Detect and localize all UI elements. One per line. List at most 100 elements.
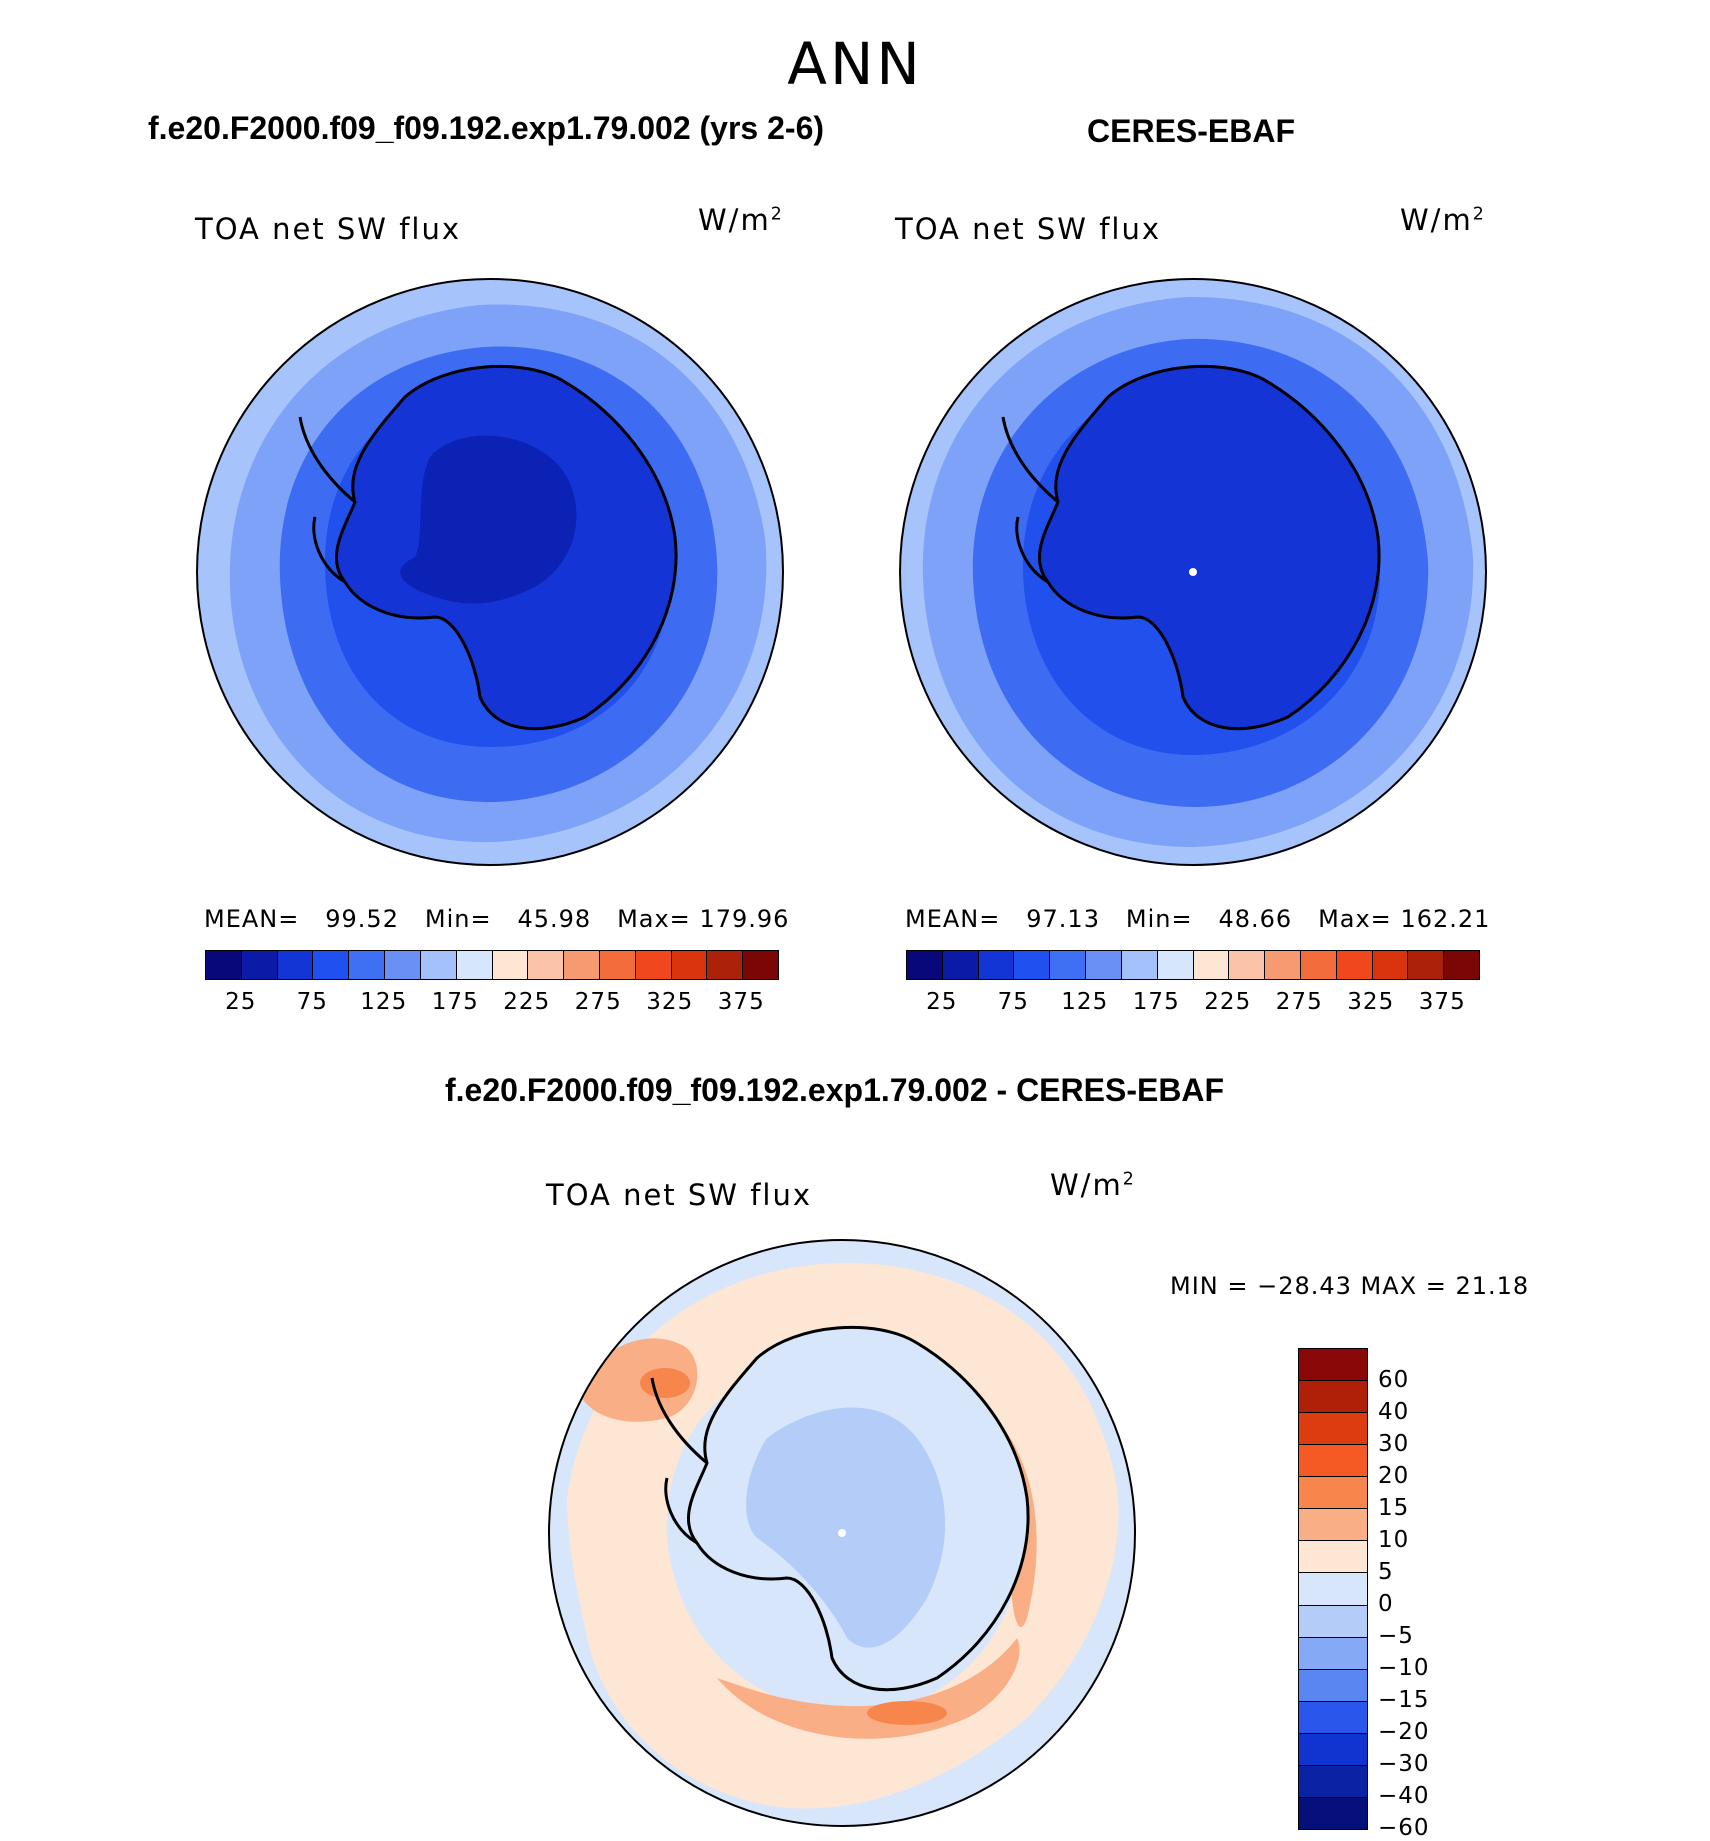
diff-variable-label: TOA net SW flux bbox=[546, 1178, 813, 1212]
model-polar-map bbox=[196, 278, 784, 866]
antarctica-plateau bbox=[400, 435, 577, 604]
colorbar-tick-label: 125 bbox=[360, 989, 408, 1015]
colorbar-swatch bbox=[420, 951, 457, 979]
colorbar-tick-label: 0 bbox=[1378, 1591, 1394, 1617]
colorbar-swatch bbox=[1050, 951, 1087, 979]
colorbar-swatch bbox=[1336, 951, 1373, 979]
obs-colorbar bbox=[906, 950, 1480, 980]
pole-missing-data-dot bbox=[838, 1529, 846, 1537]
obs-stats: MEAN= 97.13 Min= 48.66 Max= 162.21 bbox=[905, 905, 1491, 933]
colorbar-swatch bbox=[1299, 1349, 1367, 1382]
colorbar-swatch bbox=[1299, 1541, 1367, 1574]
diff-field-positive-core bbox=[640, 1368, 690, 1398]
colorbar-swatch bbox=[349, 951, 386, 979]
colorbar-tick-label: 25 bbox=[926, 989, 958, 1015]
colorbar-tick-label: 175 bbox=[1132, 989, 1180, 1015]
colorbar-swatch bbox=[1299, 1797, 1367, 1829]
colorbar-swatch bbox=[671, 951, 708, 979]
model-variable-label: TOA net SW flux bbox=[195, 212, 462, 246]
colorbar-swatch bbox=[1299, 1509, 1367, 1542]
model-colorbar-ticks: 25 75 125 175 225 275 325 375 bbox=[205, 989, 777, 1019]
antarctica-coastline bbox=[650, 1325, 1030, 1692]
model-stats: MEAN= 99.52 Min= 45.98 Max= 179.96 bbox=[204, 905, 790, 933]
colorbar-tick-label: 225 bbox=[1204, 989, 1252, 1015]
pole-missing-data-dot bbox=[1189, 568, 1197, 576]
colorbar-swatch bbox=[1299, 1669, 1367, 1702]
colorbar-swatch bbox=[277, 951, 314, 979]
colorbar-tick-label: 275 bbox=[1275, 989, 1323, 1015]
diff-polar-map bbox=[548, 1239, 1136, 1827]
model-panel-title: f.e20.F2000.f09_f09.192.exp1.79.002 (yrs… bbox=[148, 110, 825, 146]
season-title: ANN bbox=[787, 30, 923, 98]
colorbar-swatch bbox=[1444, 951, 1479, 979]
colorbar-tick-label: −40 bbox=[1378, 1783, 1430, 1809]
colorbar-tick-label: 375 bbox=[717, 989, 765, 1015]
colorbar-tick-label: 5 bbox=[1378, 1559, 1394, 1585]
colorbar-tick-label: −15 bbox=[1378, 1687, 1430, 1713]
model-colorbar bbox=[205, 950, 779, 980]
colorbar-swatch bbox=[1299, 1733, 1367, 1766]
colorbar-tick-label: 325 bbox=[1347, 989, 1395, 1015]
colorbar-swatch bbox=[1299, 1573, 1367, 1606]
colorbar-tick-label: 10 bbox=[1378, 1527, 1410, 1553]
colorbar-swatch bbox=[313, 951, 350, 979]
diff-colorbar bbox=[1298, 1348, 1368, 1830]
colorbar-swatch bbox=[978, 951, 1015, 979]
colorbar-tick-label: 25 bbox=[225, 989, 257, 1015]
colorbar-swatch bbox=[1193, 951, 1230, 979]
colorbar-tick-label: 275 bbox=[574, 989, 622, 1015]
colorbar-swatch bbox=[241, 951, 278, 979]
colorbar-tick-label: 75 bbox=[296, 989, 328, 1015]
colorbar-swatch bbox=[743, 951, 778, 979]
colorbar-swatch bbox=[1299, 1701, 1367, 1734]
colorbar-swatch bbox=[1299, 1637, 1367, 1670]
colorbar-swatch bbox=[1299, 1605, 1367, 1638]
colorbar-tick-label: 75 bbox=[997, 989, 1029, 1015]
obs-variable-label: TOA net SW flux bbox=[895, 212, 1162, 246]
colorbar-swatch bbox=[564, 951, 600, 979]
colorbar-swatch bbox=[1265, 951, 1301, 979]
diff-units-label: W/m2 bbox=[1050, 1168, 1136, 1202]
obs-panel-title: CERES-EBAF bbox=[1087, 113, 1296, 149]
colorbar-tick-label: −10 bbox=[1378, 1655, 1430, 1681]
diff-panel-title: f.e20.F2000.f09_f09.192.exp1.79.002 - CE… bbox=[445, 1072, 1225, 1108]
diff-field-positive-core bbox=[867, 1701, 947, 1725]
colorbar-tick-label: −60 bbox=[1378, 1815, 1430, 1841]
colorbar-swatch bbox=[1299, 1413, 1367, 1446]
diff-field-positive-band-east bbox=[987, 1408, 1037, 1627]
diff-stats: MIN = −28.43 MAX = 21.18 bbox=[1170, 1272, 1530, 1300]
colorbar-tick-label: 20 bbox=[1378, 1463, 1410, 1489]
antarctica-fill bbox=[1039, 366, 1380, 729]
obs-colorbar-ticks: 25 75 125 175 225 275 325 375 bbox=[906, 989, 1478, 1019]
colorbar-swatch bbox=[1121, 951, 1158, 979]
diff-field-negative-interior bbox=[746, 1407, 946, 1648]
colorbar-tick-label: 40 bbox=[1378, 1399, 1410, 1425]
colorbar-swatch bbox=[456, 951, 493, 979]
colorbar-tick-label: 375 bbox=[1418, 989, 1466, 1015]
colorbar-swatch bbox=[1014, 951, 1051, 979]
diff-colorbar-ticks: 60 40 30 20 15 10 5 0 −5 −10 −15 −20 −30 −40 −60 bbox=[1378, 1348, 1468, 1841]
colorbar-tick-label: −5 bbox=[1378, 1623, 1414, 1649]
obs-units-label: W/m2 bbox=[1400, 203, 1486, 237]
colorbar-swatch bbox=[385, 951, 421, 979]
colorbar-swatch bbox=[1408, 951, 1445, 979]
colorbar-swatch bbox=[1299, 1477, 1367, 1510]
colorbar-tick-label: 125 bbox=[1061, 989, 1109, 1015]
colorbar-swatch bbox=[1300, 951, 1337, 979]
colorbar-swatch bbox=[206, 951, 242, 979]
colorbar-swatch bbox=[635, 951, 672, 979]
colorbar-swatch bbox=[707, 951, 744, 979]
colorbar-swatch bbox=[528, 951, 565, 979]
colorbar-tick-label: −20 bbox=[1378, 1719, 1430, 1745]
colorbar-swatch bbox=[942, 951, 979, 979]
colorbar-swatch bbox=[1229, 951, 1266, 979]
colorbar-tick-label: −30 bbox=[1378, 1751, 1430, 1777]
antarctica-coastline bbox=[1001, 364, 1381, 731]
colorbar-tick-label: 15 bbox=[1378, 1495, 1410, 1521]
colorbar-swatch bbox=[492, 951, 529, 979]
colorbar-tick-label: 225 bbox=[503, 989, 551, 1015]
colorbar-swatch bbox=[1299, 1445, 1367, 1478]
colorbar-tick-label: 30 bbox=[1378, 1431, 1410, 1457]
colorbar-swatch bbox=[1299, 1381, 1367, 1414]
colorbar-swatch bbox=[599, 951, 636, 979]
